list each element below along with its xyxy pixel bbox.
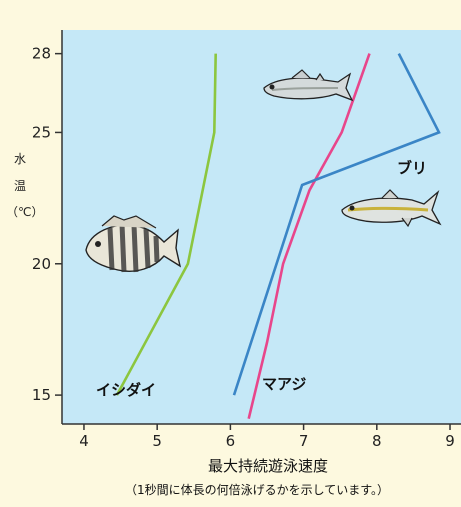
fish-icon [341, 189, 442, 228]
axes: 4 5 6 7 8 9 15 20 25 28 [32, 30, 461, 450]
series-line-1 [247, 53, 371, 420]
fish-icon [85, 215, 182, 273]
x-axis-title: 最大持続遊泳速度 [208, 457, 328, 475]
fish-icon [263, 69, 354, 102]
y-axis-label-3: （℃） [6, 205, 43, 219]
x-tick-label: 7 [299, 432, 309, 450]
series-line-0 [115, 53, 217, 396]
x-tick-label: 4 [79, 432, 89, 450]
x-axis-note: （1秒間に体長の何倍泳げるかを示しています。） [125, 482, 389, 497]
y-axis-label-2: 温 [14, 179, 26, 193]
series-label-buri: ブリ [397, 159, 427, 177]
y-tick-label: 25 [32, 123, 51, 141]
x-tick-label: 8 [372, 432, 382, 450]
series-layer [115, 53, 441, 420]
y-tick-label: 28 [32, 45, 51, 63]
x-tick-label: 6 [226, 432, 236, 450]
series-line-2 [232, 53, 441, 396]
series-label-ishidai: イシダイ [96, 381, 156, 399]
y-tick-label: 15 [32, 386, 51, 404]
series-label-maaji: マアジ [262, 375, 306, 393]
y-tick-label: 20 [32, 255, 51, 273]
y-axis-label-1: 水 [14, 152, 26, 166]
x-tick-label: 9 [445, 432, 455, 450]
x-tick-label: 5 [152, 432, 162, 450]
